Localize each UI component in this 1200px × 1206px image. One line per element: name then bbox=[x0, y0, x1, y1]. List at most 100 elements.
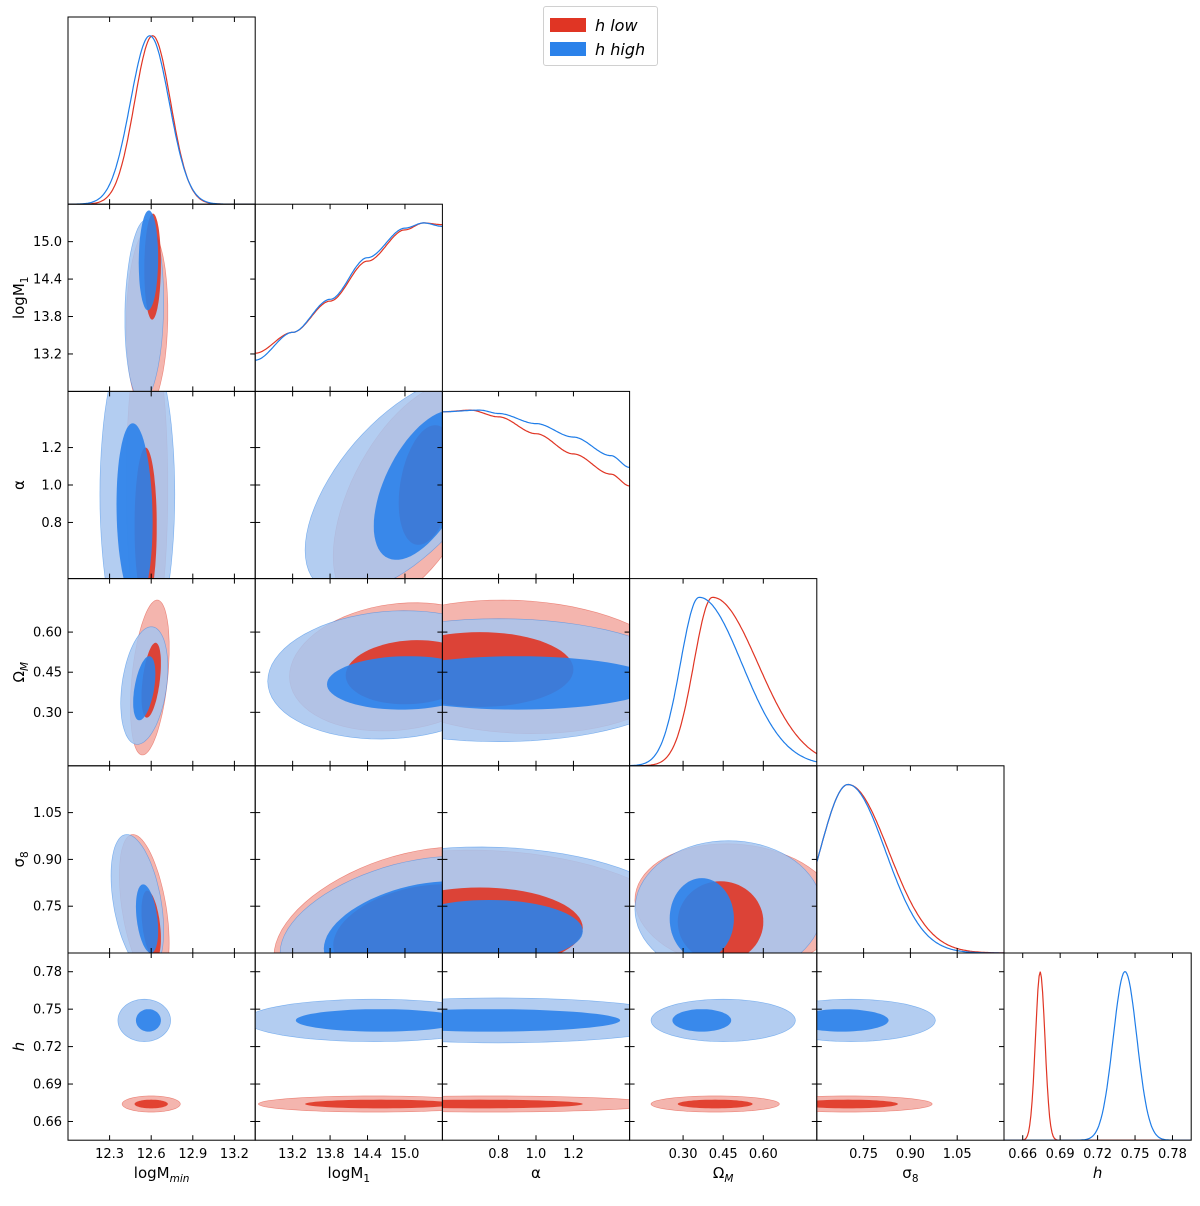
x-tick-label-logM1: 15.0 bbox=[390, 1147, 419, 1162]
panel-content bbox=[120, 599, 170, 756]
x-tick-label-alpha: 1.0 bbox=[526, 1147, 547, 1162]
contour-inner-h-high-logMmin-sigma8 bbox=[135, 884, 159, 953]
contour-inner-h-high-alpha-sigma8 bbox=[442, 900, 583, 953]
panel-OmegaM-OmegaM bbox=[629, 578, 818, 767]
contour-inner-h-high-logM1-alpha bbox=[373, 411, 443, 560]
marginal-curve-h-low-OmegaM bbox=[629, 596, 817, 766]
x-tick-label-logMmin: 13.2 bbox=[220, 1147, 249, 1162]
contour-inner-h-high-logM1-sigma8 bbox=[323, 881, 443, 953]
contour-inner-h-high-sigma8-h bbox=[816, 1009, 889, 1032]
panel-frame bbox=[816, 765, 1005, 954]
y-tick-label-alpha: 1.2 bbox=[41, 441, 62, 456]
y-axis-label-h: h bbox=[10, 1042, 28, 1052]
contour-inner-h-high-logM1-OmegaM bbox=[327, 656, 443, 710]
y-tick-label-h: 0.75 bbox=[33, 1003, 62, 1018]
x-axis-label-h: h bbox=[1093, 1164, 1103, 1182]
panel-content bbox=[99, 391, 176, 579]
x-tick-label-logM1: 13.2 bbox=[278, 1147, 307, 1162]
panel-content bbox=[442, 409, 630, 487]
x-tick-label-h: 0.78 bbox=[1158, 1147, 1187, 1162]
panel-logM1-OmegaM bbox=[254, 578, 443, 767]
marginal-curve-h-high-logMmin bbox=[68, 35, 256, 205]
x-tick-label-OmegaM: 0.45 bbox=[709, 1147, 738, 1162]
panel-logM1-sigma8 bbox=[254, 765, 443, 954]
contour-inner-h-low-alpha-h bbox=[442, 1099, 583, 1109]
y-tick-label-h: 0.72 bbox=[33, 1040, 62, 1055]
marginal-curve-h-high-logM1 bbox=[255, 222, 443, 361]
contour-inner-h-high-logMmin-OmegaM bbox=[133, 656, 156, 721]
panel-content bbox=[442, 846, 630, 953]
legend-swatch-h-high bbox=[550, 42, 586, 56]
x-tick-label-logM1: 13.8 bbox=[316, 1147, 345, 1162]
panel-content bbox=[124, 210, 169, 392]
x-tick-label-alpha: 1.2 bbox=[563, 1147, 584, 1162]
panel-content bbox=[68, 35, 256, 205]
x-tick-label-h: 0.75 bbox=[1121, 1147, 1150, 1162]
panel-logM1-logM1 bbox=[254, 203, 443, 392]
panel-logM1-alpha bbox=[254, 390, 443, 580]
contour-inner-h-low-logM1-h bbox=[305, 1099, 443, 1109]
panel-frame bbox=[441, 390, 631, 580]
y-axis-label-OmegaM: ΩM bbox=[10, 662, 31, 683]
y-tick-label-OmegaM: 0.30 bbox=[33, 706, 62, 721]
y-tick-label-h: 0.69 bbox=[33, 1078, 62, 1093]
x-tick-label-h: 0.69 bbox=[1046, 1147, 1075, 1162]
panel-frame bbox=[67, 952, 256, 1141]
y-tick-label-OmegaM: 0.60 bbox=[33, 626, 62, 641]
x-tick-label-OmegaM: 0.30 bbox=[669, 1147, 698, 1162]
x-tick-label-sigma8: 0.90 bbox=[896, 1147, 925, 1162]
panel-logMmin-h: 12.3 12.6 12.9 13.2 0.66 0.69 0.72 0.75 0.78 bbox=[33, 952, 256, 1162]
panel-OmegaM-h: 0.30 0.45 0.60 bbox=[629, 952, 818, 1162]
x-axis-label-logM1: logM1 bbox=[328, 1164, 371, 1185]
panel-logMmin-logMmin bbox=[67, 16, 256, 205]
contour-inner-h-low-sigma8-h bbox=[816, 1099, 898, 1109]
panel-OmegaM-sigma8 bbox=[629, 765, 818, 954]
marginal-curve-h-high-alpha bbox=[442, 409, 630, 468]
panel-layer: 13.2 13.8 14.4 15.0 0.8 1.0 1.2 0.30 0.45 0.60 0.7… bbox=[33, 16, 1192, 1162]
panel-content bbox=[634, 840, 817, 953]
x-tick-label-h: 0.66 bbox=[1008, 1147, 1037, 1162]
panel-content bbox=[267, 602, 443, 740]
x-axis-label-logMmin: logMmin bbox=[134, 1164, 190, 1185]
marginal-curve-h-high-h bbox=[1004, 971, 1192, 1141]
panel-content bbox=[110, 834, 170, 953]
marginal-curve-h-low-logM1 bbox=[255, 222, 443, 354]
contour-inner-h-high-alpha-OmegaM bbox=[442, 656, 630, 710]
y-tick-label-logM1: 14.4 bbox=[33, 273, 62, 288]
marginal-curve-h-high-sigma8 bbox=[816, 783, 1004, 953]
panel-logMmin-sigma8: 0.75 0.90 1.05 bbox=[33, 765, 256, 954]
panel-sigma8-h: 0.75 0.90 1.05 bbox=[816, 952, 1005, 1162]
y-tick-label-sigma8: 0.75 bbox=[33, 900, 62, 915]
y-axis-label-logM1: logM1 bbox=[10, 277, 31, 320]
contour-inner-h-high-logMmin-alpha bbox=[116, 423, 153, 579]
x-tick-label-logMmin: 12.9 bbox=[178, 1147, 207, 1162]
panel-content bbox=[273, 847, 443, 953]
panel-h-h: 0.66 0.69 0.72 0.75 0.78 bbox=[1003, 952, 1192, 1162]
panel-alpha-OmegaM bbox=[441, 578, 631, 767]
panel-logMmin-OmegaM: 0.30 0.45 0.60 bbox=[33, 578, 256, 767]
panel-sigma8-sigma8 bbox=[816, 765, 1005, 954]
contour-inner-h-high-OmegaM-sigma8 bbox=[669, 878, 734, 953]
legend-entry-h-high: h high bbox=[550, 39, 645, 59]
y-tick-label-alpha: 0.8 bbox=[41, 516, 62, 531]
contour-inner-h-low-OmegaM-h bbox=[677, 1099, 753, 1109]
legend-label-h-high: h high bbox=[595, 39, 646, 59]
y-axis-label-alpha: α bbox=[10, 480, 28, 490]
panel-frame bbox=[254, 203, 443, 392]
x-tick-label-sigma8: 0.75 bbox=[849, 1147, 878, 1162]
legend-label-h-low: h low bbox=[595, 15, 638, 35]
marginal-curve-h-low-sigma8 bbox=[816, 783, 1004, 953]
y-tick-label-h: 0.78 bbox=[33, 965, 62, 980]
x-axis-label-alpha: α bbox=[531, 1164, 541, 1182]
marginal-curve-h-low-alpha bbox=[442, 409, 630, 487]
x-axis-label-sigma8: σ8 bbox=[902, 1164, 918, 1185]
y-axis-label-sigma8: σ8 bbox=[10, 851, 31, 867]
panel-content bbox=[304, 391, 443, 579]
panel-alpha-h: 0.8 1.0 1.2 bbox=[441, 952, 631, 1162]
x-tick-label-logMmin: 12.6 bbox=[137, 1147, 166, 1162]
panel-alpha-alpha bbox=[441, 390, 631, 580]
panel-content bbox=[650, 998, 796, 1113]
y-tick-label-logM1: 15.0 bbox=[33, 235, 62, 250]
x-tick-label-logMmin: 12.3 bbox=[95, 1147, 124, 1162]
